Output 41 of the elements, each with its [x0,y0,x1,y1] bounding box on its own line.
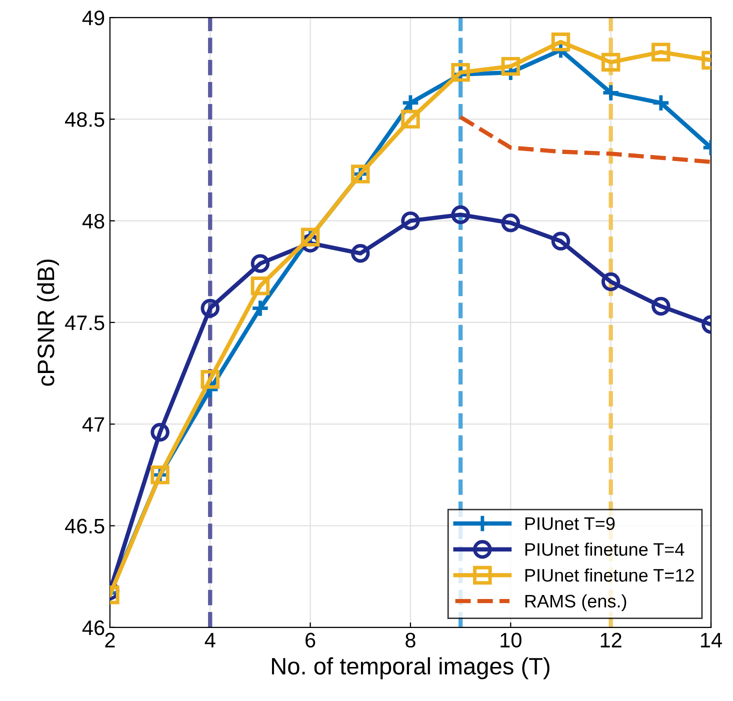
point [150,422,170,442]
point [601,52,620,72]
x-tick-label: 12 [600,632,622,648]
point [250,276,270,296]
x-tick-label: 4 [204,633,216,648]
point [501,213,520,232]
point [200,370,220,389]
x-tick-label: 8 [406,632,416,648]
point [551,232,570,251]
x-tick-label: 6 [306,632,316,648]
legend-label: PIUnet finetune T=12 [525,568,694,582]
point [250,254,270,273]
point [652,296,670,316]
y-tick-label: 48 [82,214,104,229]
point [401,110,420,129]
point [551,32,570,52]
x-tick-label: 10 [500,632,522,648]
point [401,211,420,230]
y-axis-title: cPSNR (dB) [36,260,59,386]
y-tick-label: 46 [82,620,104,636]
point [652,42,670,62]
y-tick-label: 47.5 [65,316,104,330]
point [601,272,620,292]
point [250,298,270,318]
y-tick-label: 46.5 [65,518,104,534]
y-tick-label: 49 [82,10,104,26]
point [451,205,470,224]
point [200,298,220,318]
point [351,244,370,263]
legend-label: RAMS (ens.) [525,594,626,612]
point [652,94,670,112]
point [601,83,620,102]
point [501,56,520,76]
y-tick-label: 47 [82,417,104,432]
line-series [458,115,712,164]
legend-label: PIUnet T=9 [525,517,615,530]
y-tick-label: 48.5 [65,112,104,127]
x-tick-label: 14 [701,633,722,648]
x-tick-label: 2 [105,632,115,648]
legend-label: PIUnet finetune T=4 [525,542,684,556]
x-axis-title: No. of temporal images (T) [272,657,550,680]
